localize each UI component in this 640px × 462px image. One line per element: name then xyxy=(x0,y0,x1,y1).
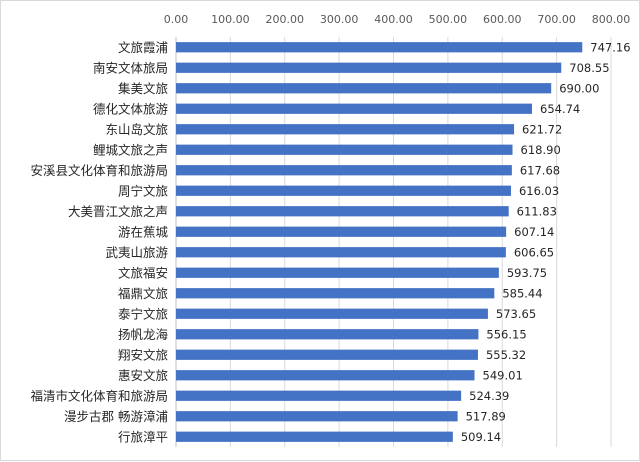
x-tick-label: 500.00 xyxy=(429,13,468,26)
bar xyxy=(176,267,499,278)
data-label: 616.03 xyxy=(519,184,559,198)
category-label: 行旅漳平 xyxy=(118,429,168,444)
bar xyxy=(176,247,506,258)
x-tick-label: 800.00 xyxy=(592,13,631,26)
bar xyxy=(176,329,479,340)
category-label: 集美文旅 xyxy=(118,81,168,96)
category-label: 鲤城文旅之声 xyxy=(93,142,168,157)
x-tick-label: 0.00 xyxy=(164,13,189,26)
data-label: 524.39 xyxy=(469,389,509,403)
data-label: 617.68 xyxy=(520,163,560,177)
bar xyxy=(176,103,533,114)
bar xyxy=(176,206,509,217)
category-label: 南安文体旅局 xyxy=(93,60,168,75)
category-label: 大美晋江文旅之声 xyxy=(68,204,168,219)
bar xyxy=(176,288,495,299)
bar xyxy=(176,390,462,401)
x-tick-label: 400.00 xyxy=(374,13,413,26)
bar xyxy=(176,83,552,94)
data-label: 556.15 xyxy=(486,327,526,341)
data-label: 509.14 xyxy=(461,430,501,444)
data-label: 555.32 xyxy=(486,348,526,362)
bar xyxy=(176,144,513,155)
bar xyxy=(176,411,458,422)
data-label: 549.01 xyxy=(483,368,523,382)
data-label: 593.75 xyxy=(507,266,547,280)
bar xyxy=(176,42,583,53)
category-label: 安溪县文化体育和旅游局 xyxy=(30,163,168,178)
data-label: 690.00 xyxy=(559,81,599,95)
bar xyxy=(176,124,515,135)
bar xyxy=(176,308,488,319)
x-tick-label: 100.00 xyxy=(211,13,250,26)
bar xyxy=(176,370,475,381)
data-label: 618.90 xyxy=(521,143,561,157)
category-label: 惠安文旅 xyxy=(118,368,168,383)
category-label: 福鼎文旅 xyxy=(118,286,168,301)
data-label: 708.55 xyxy=(569,61,609,75)
category-label: 周宁文旅 xyxy=(118,183,168,198)
data-label: 621.72 xyxy=(522,122,562,136)
data-label: 747.16 xyxy=(590,40,630,54)
category-label: 游在蕉城 xyxy=(118,224,169,239)
category-label: 泰宁文旅 xyxy=(118,306,168,321)
x-tick-label: 700.00 xyxy=(537,13,576,26)
category-label: 文旅福安 xyxy=(118,265,168,280)
bar xyxy=(176,62,562,73)
bar xyxy=(176,431,453,442)
x-tick-label: 200.00 xyxy=(266,13,305,26)
category-label: 德化文体旅游 xyxy=(93,101,169,116)
x-tick-label: 600.00 xyxy=(483,13,522,26)
category-label: 东山岛文旅 xyxy=(105,122,168,137)
category-label: 福清市文化体育和旅游局 xyxy=(30,388,168,403)
data-label: 654.74 xyxy=(540,102,580,116)
data-label: 573.65 xyxy=(496,307,536,321)
category-label: 武夷山旅游 xyxy=(105,245,168,260)
bar xyxy=(176,185,511,196)
category-label: 翔安文旅 xyxy=(118,347,168,362)
category-label: 扬帆龙海 xyxy=(118,327,169,342)
bar xyxy=(176,165,512,176)
data-label: 611.83 xyxy=(517,204,557,218)
x-tick-label: 300.00 xyxy=(320,13,359,26)
data-label: 606.65 xyxy=(514,245,554,259)
bar xyxy=(176,349,478,360)
data-label: 585.44 xyxy=(502,286,542,300)
category-label: 文旅霞浦 xyxy=(118,40,168,55)
data-label: 517.89 xyxy=(466,409,506,423)
data-label: 607.14 xyxy=(514,225,554,239)
category-label: 漫步古郡 畅游漳浦 xyxy=(64,409,168,424)
bar xyxy=(176,226,507,237)
